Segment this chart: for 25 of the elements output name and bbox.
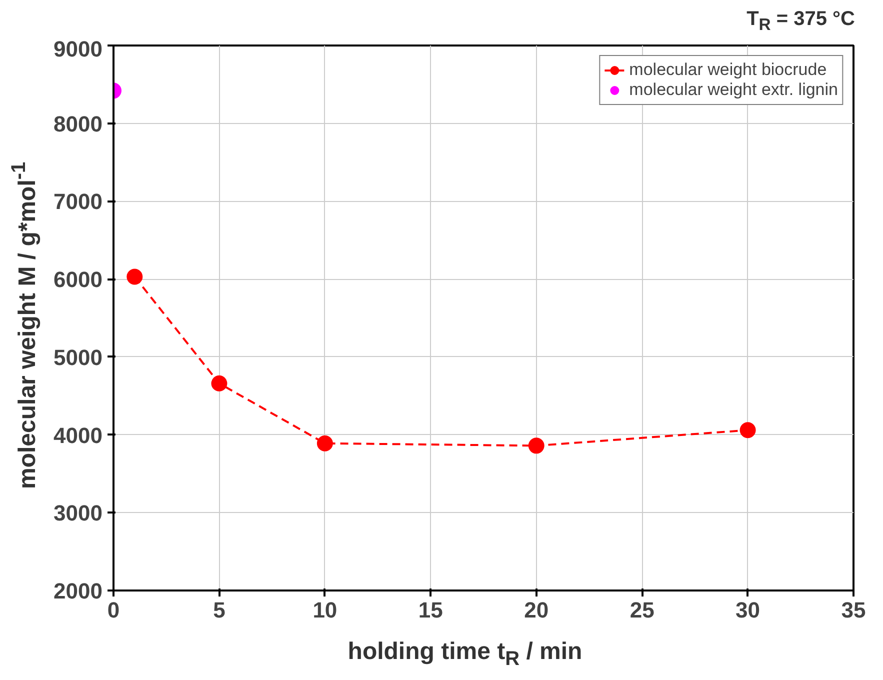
y-tick-label: 4000: [54, 422, 103, 448]
point: [126, 268, 143, 285]
point: [211, 375, 228, 392]
point: [740, 422, 756, 438]
x-tick-label: 0: [107, 598, 120, 622]
x-tick-label: 10: [312, 598, 338, 622]
y-tick-label: 7000: [54, 189, 103, 214]
x-tick-label: 5: [213, 598, 226, 622]
x-tick-label: 25: [630, 598, 654, 622]
point: [316, 435, 333, 452]
y-tick-label: 3000: [54, 500, 103, 526]
legend-label: molecular weight biocrude: [629, 60, 827, 80]
y-tick-label: 5000: [54, 344, 103, 370]
x-tick-label: 35: [841, 598, 866, 622]
x-axis-title: holding time t$_{R}$ / min: [346, 637, 584, 672]
y-tick-label: 6000: [54, 267, 103, 292]
y-tick-label: 8000: [54, 111, 103, 136]
text: T$_{R}$ = 375 °C: [746, 7, 855, 36]
x-tick-label: 20: [524, 598, 549, 622]
x-tick-label: 15: [418, 598, 443, 622]
y-tick-label: 9000: [54, 36, 103, 62]
point: [528, 438, 544, 454]
x-tick-label: 30: [736, 598, 760, 622]
y-tick-label: 2000: [54, 578, 103, 604]
legend-label: molecular weight extr. lignin: [629, 80, 838, 100]
